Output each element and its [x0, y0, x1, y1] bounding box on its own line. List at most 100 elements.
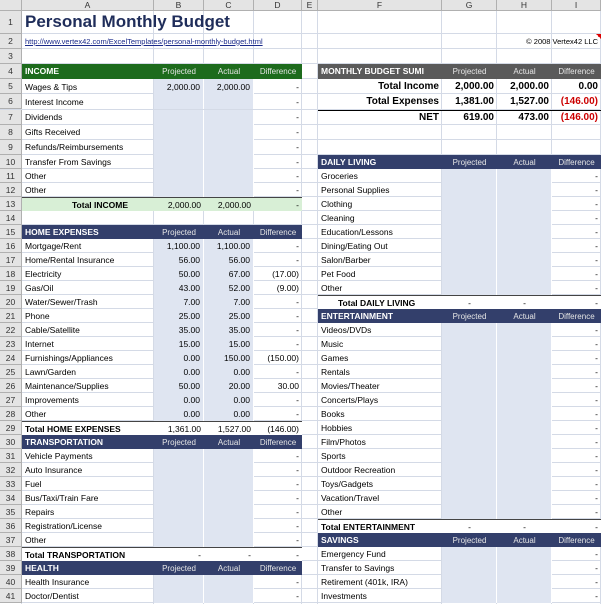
- input-cell: [497, 491, 552, 506]
- item-label: Repairs: [25, 507, 55, 518]
- grid-line: [0, 378, 601, 380]
- row-header: 15: [0, 225, 22, 240]
- input-cell: [442, 239, 497, 254]
- input-cell: [442, 477, 497, 492]
- input-cell: 50.00: [154, 267, 204, 282]
- input-cell: [497, 253, 552, 268]
- section-title: DAILY LIVING: [321, 157, 377, 168]
- input-cell: [442, 505, 497, 520]
- difference: -: [595, 549, 598, 560]
- input-cell: 56.00: [154, 253, 204, 268]
- input-cell: [497, 561, 552, 576]
- item-label: Vehicle Payments: [25, 451, 93, 462]
- input-cell: [497, 267, 552, 282]
- grid-line: [0, 93, 601, 95]
- section-title: MONTHLY BUDGET SUMI: [321, 66, 424, 77]
- summary-value: (146.00): [560, 96, 598, 108]
- input-cell: [442, 323, 497, 338]
- input-cell: [204, 139, 254, 156]
- grid-line: [0, 336, 601, 338]
- difference: -: [595, 269, 598, 280]
- input-cell: [154, 155, 204, 170]
- item-label: Cleaning: [321, 213, 355, 224]
- grid-line: [153, 0, 154, 604]
- row-header: 32: [0, 463, 22, 478]
- input-cell: [497, 407, 552, 422]
- item-label: Cable/Satellite: [25, 325, 80, 336]
- section-header: [22, 435, 302, 450]
- grid-line: [0, 308, 601, 310]
- input-cell: [497, 323, 552, 338]
- item-label: Outdoor Recreation: [321, 465, 396, 476]
- input-cell: [204, 491, 254, 506]
- input-cell: [204, 109, 254, 125]
- corner: [0, 0, 22, 11]
- input-cell: [442, 491, 497, 506]
- row-header: 17: [0, 253, 22, 268]
- difference: -: [595, 591, 598, 602]
- item-label: Phone: [25, 311, 50, 322]
- input-cell: [442, 183, 497, 198]
- title: Personal Monthly Budget: [25, 12, 230, 32]
- row-header: 40: [0, 575, 22, 590]
- input-cell: 2,000.00: [154, 79, 204, 95]
- difference: -: [595, 451, 598, 462]
- grid-line: [0, 108, 601, 110]
- input-cell: [497, 225, 552, 240]
- input-cell: [204, 463, 254, 478]
- difference: -: [595, 353, 598, 364]
- column-label: Actual: [513, 535, 536, 545]
- comment-marker: [596, 33, 601, 39]
- total-value: -: [497, 295, 552, 309]
- item-label: Registration/License: [25, 521, 103, 532]
- item-label: Salon/Barber: [321, 255, 371, 266]
- grid-line: [0, 518, 601, 520]
- url: http://www.vertex42.com/ExcelTemplates/p…: [25, 36, 263, 46]
- input-cell: [442, 379, 497, 394]
- input-cell: [204, 449, 254, 464]
- input-cell: [204, 575, 254, 590]
- input-cell: [204, 169, 254, 184]
- column-label: Actual: [217, 563, 241, 573]
- difference: -: [595, 381, 598, 392]
- input-cell: [154, 519, 204, 534]
- input-cell: [204, 183, 254, 198]
- grid-line: [317, 0, 318, 604]
- input-cell: [497, 575, 552, 590]
- input-cell: [154, 109, 204, 125]
- grid-line: [0, 32, 601, 34]
- difference: -: [296, 241, 299, 252]
- summary-value: 2,000.00: [455, 81, 494, 93]
- section-header: [22, 561, 302, 576]
- input-cell: [154, 139, 204, 156]
- input-cell: [497, 211, 552, 226]
- difference: -: [296, 157, 299, 168]
- column-header: E: [302, 0, 318, 11]
- row-header: 38: [0, 547, 22, 562]
- input-cell: [497, 477, 552, 492]
- input-cell: [442, 463, 497, 478]
- column-label: Projected: [452, 66, 487, 76]
- item-label: Home/Rental Insurance: [25, 255, 115, 266]
- total-label: Total DAILY LIVING: [318, 295, 442, 309]
- row-header: 19: [0, 281, 22, 296]
- item-label: Other: [321, 283, 343, 294]
- total-label: Total INCOME: [22, 197, 154, 211]
- input-cell: [442, 197, 497, 212]
- total-value: -: [154, 547, 204, 561]
- difference: -: [296, 409, 299, 420]
- row-header: 6: [0, 94, 22, 110]
- row-header: 3: [0, 48, 22, 64]
- difference: -: [296, 339, 299, 350]
- row-header: 35: [0, 505, 22, 520]
- input-cell: [442, 365, 497, 380]
- item-label: Electricity: [25, 269, 62, 280]
- total-value: -: [254, 197, 302, 211]
- row-header: 39: [0, 561, 22, 576]
- column-header: H: [497, 0, 552, 11]
- total-value: -: [442, 519, 497, 533]
- difference: -: [595, 437, 598, 448]
- item-label: Lawn/Garden: [25, 367, 77, 378]
- grid-line: [0, 420, 601, 422]
